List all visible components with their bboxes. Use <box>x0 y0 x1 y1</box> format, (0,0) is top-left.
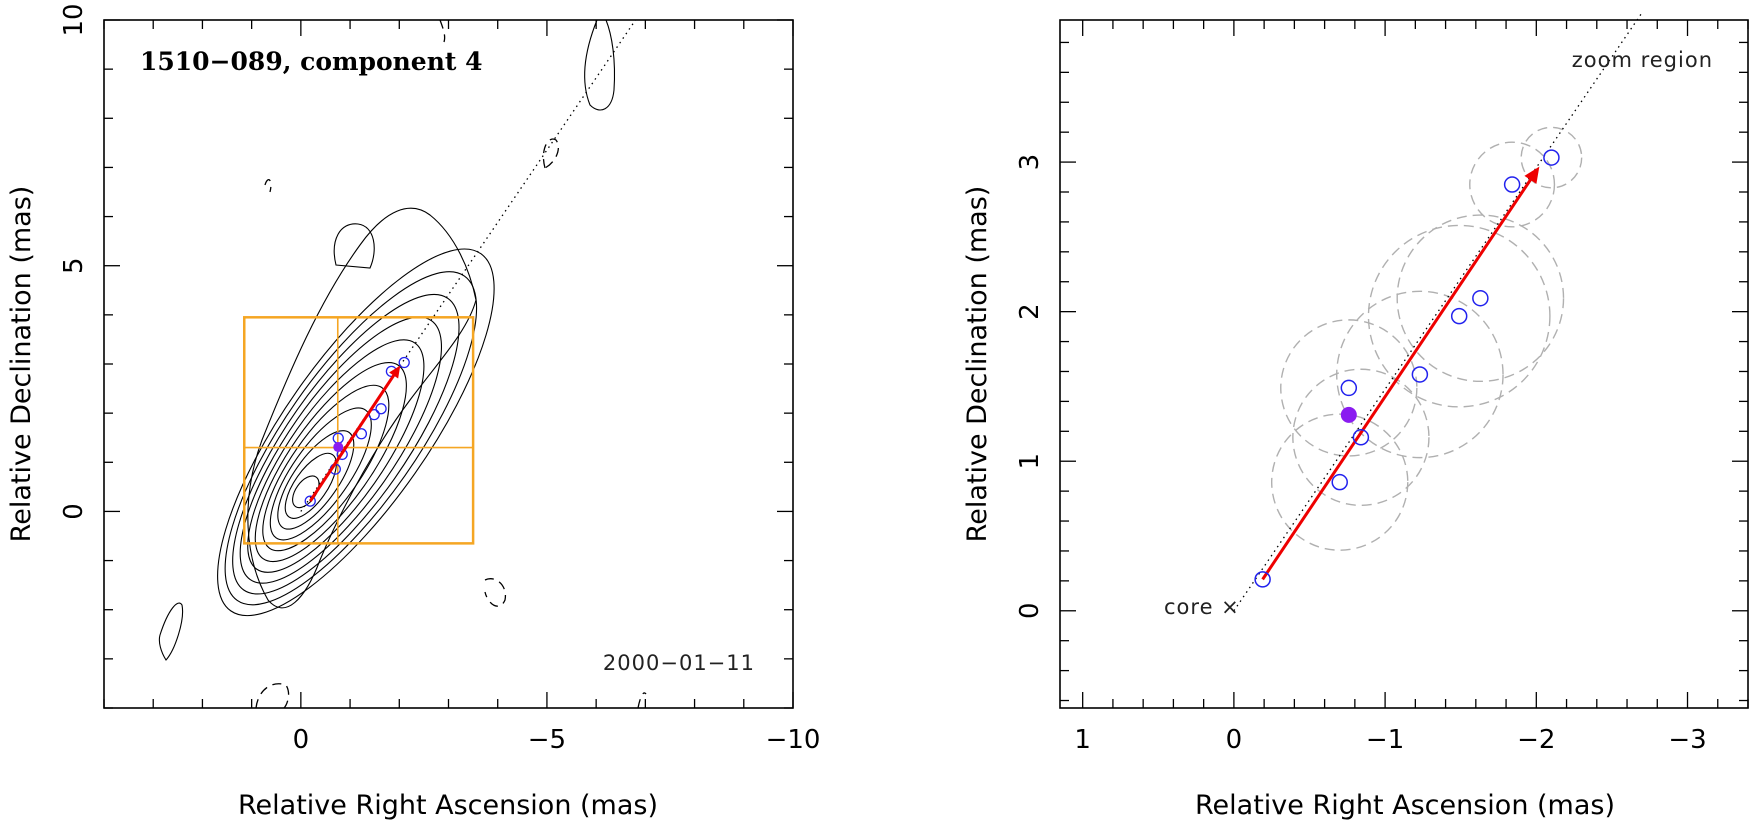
contour-level <box>277 430 355 530</box>
motion-arrow <box>308 365 401 502</box>
epoch-date: 2000−01−11 <box>603 651 755 675</box>
right-ylabel: Relative Declination (mas) <box>962 186 993 543</box>
contour-level <box>247 339 425 573</box>
left-ylabel: Relative Declination (mas) <box>6 186 37 543</box>
left-title: 1510−089, component 4 <box>140 47 483 76</box>
fwhm-circle <box>1336 290 1504 459</box>
left-y-tick-label: 10 <box>59 3 89 36</box>
right-x-tick-label: −2 <box>1517 725 1555 755</box>
component-point <box>1254 571 1271 588</box>
contour-level <box>284 452 337 519</box>
left-y-tick-label: 0 <box>59 503 89 520</box>
motion-arrow <box>1261 166 1540 581</box>
contour-blob <box>158 602 184 661</box>
core-label: core × <box>1164 595 1240 619</box>
negative-contour <box>542 138 560 169</box>
right-x-tick-label: 1 <box>1074 725 1091 755</box>
fwhm-circle <box>1367 224 1551 408</box>
left-axis-ticks: 0 −5 −10 0 5 10 <box>59 3 820 755</box>
component-point <box>1450 307 1468 325</box>
zoom-box-rect <box>243 316 475 545</box>
right-arrow-head <box>1524 166 1540 184</box>
right-x-tick-label: −3 <box>1668 725 1706 755</box>
reference-point <box>333 442 344 453</box>
right-arrow-shaft <box>1261 177 1533 581</box>
component-point <box>1340 379 1358 397</box>
reference-point <box>1340 406 1357 423</box>
negative-contour <box>264 179 272 193</box>
contour-level <box>254 362 407 563</box>
left-arrow-shaft <box>308 372 396 502</box>
left-x-tick-label: 0 <box>293 725 310 755</box>
left-xlabel: Relative Right Ascension (mas) <box>238 790 658 821</box>
right-x-tick-label: 0 <box>1226 725 1243 755</box>
fwhm-circle <box>1292 368 1430 507</box>
contour-level <box>292 475 320 509</box>
component-point <box>304 495 316 507</box>
zoom-box <box>243 316 475 545</box>
right-plot-frame <box>1059 19 1749 709</box>
negative-contour <box>439 19 446 43</box>
contour-level <box>269 407 372 541</box>
contour-level <box>232 293 460 595</box>
zoom-region-label: zoom region <box>1572 48 1713 72</box>
fwhm-circle <box>1469 141 1556 228</box>
fwhm-circles <box>1270 126 1583 551</box>
negative-contour <box>484 578 507 607</box>
left-plot-frame <box>103 19 794 709</box>
component-point <box>375 403 387 415</box>
component-point <box>1503 176 1521 193</box>
contour-far-jet <box>584 19 616 111</box>
component-points <box>1254 149 1560 588</box>
right-x-tick-label: −1 <box>1366 725 1404 755</box>
component-point <box>1352 429 1370 446</box>
left-x-tick-label: −5 <box>528 725 566 755</box>
fwhm-circle <box>1270 413 1409 551</box>
trajectory-dots <box>1233 12 1643 612</box>
component-point <box>398 356 410 369</box>
component-point <box>1472 289 1489 307</box>
contour-level <box>224 271 478 606</box>
contour-map <box>158 19 647 709</box>
right-y-tick-label: 3 <box>1015 154 1045 171</box>
component-point <box>1411 366 1429 383</box>
component-point <box>1543 149 1560 166</box>
left-arrow-head <box>389 365 401 379</box>
component-point <box>1331 473 1348 491</box>
right-panel: 1 0 −1 −2 −3 0 1 2 3 zoom region core × Relative… <box>962 12 1749 821</box>
right-xlabel: Relative Right Ascension (mas) <box>1195 790 1615 821</box>
left-y-tick-label: 5 <box>59 257 89 274</box>
right-axis-ticks: 1 0 −1 −2 −3 0 1 2 3 <box>1015 20 1749 755</box>
negative-contour <box>255 683 290 709</box>
contour-outer <box>247 207 477 609</box>
fwhm-circle <box>1520 126 1583 189</box>
trajectory-line <box>1233 12 1643 612</box>
left-panel: 0 −5 −10 0 5 10 1510−089, component 4 2000−01… <box>6 3 820 821</box>
contour-level <box>217 248 495 617</box>
left-x-tick-label: −10 <box>766 725 821 755</box>
right-y-tick-label: 0 <box>1015 603 1045 620</box>
fwhm-circle <box>1396 214 1565 383</box>
right-y-tick-label: 2 <box>1015 303 1045 320</box>
contour-knot <box>333 223 375 269</box>
negative-contour <box>637 692 647 709</box>
right-y-tick-label: 1 <box>1015 453 1045 470</box>
fwhm-circle <box>1280 319 1418 457</box>
